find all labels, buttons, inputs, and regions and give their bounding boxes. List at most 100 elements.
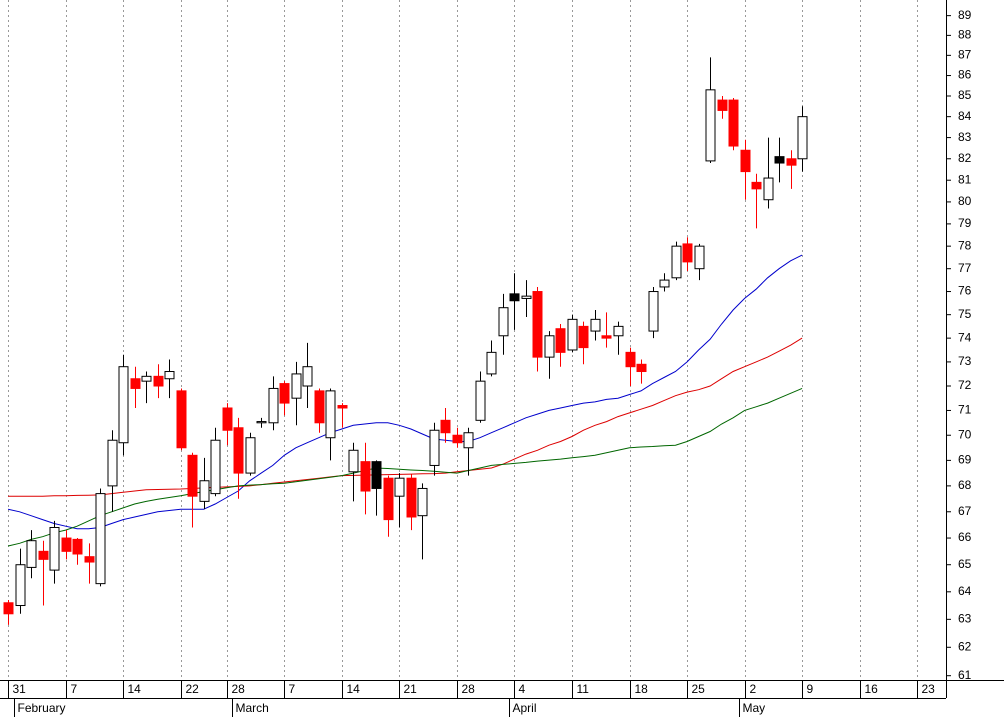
candle-body (348, 449, 359, 473)
candle-body (118, 366, 129, 444)
candle-body (671, 245, 682, 279)
candle-body (15, 564, 26, 607)
candle-body (463, 432, 474, 449)
y-tick-label: 68 (958, 478, 972, 492)
moving-average-line (7, 387, 803, 547)
y-tick-label: 75 (958, 307, 972, 321)
y-tick-label: 85 (958, 88, 972, 102)
candle-body (532, 291, 543, 358)
candle-body (187, 454, 198, 497)
month-label: February (18, 701, 66, 715)
candle-body (256, 421, 267, 424)
candle-body (694, 245, 705, 270)
month-label: March (236, 701, 269, 715)
candle-body (199, 480, 210, 502)
x-tick-label: 22 (186, 682, 200, 696)
candle-body (625, 351, 636, 368)
x-tick-label: 21 (404, 682, 418, 696)
moving-average-line (8, 337, 803, 497)
y-tick-label: 79 (958, 216, 972, 230)
month-label: May (743, 701, 766, 715)
y-tick-label: 61 (958, 668, 972, 682)
candle-body (153, 375, 164, 387)
candle-body (314, 390, 325, 424)
candle-body (440, 419, 451, 434)
candle-body (740, 149, 751, 173)
candle-body (555, 328, 566, 353)
candle-body (233, 427, 244, 474)
y-tick-label: 81 (958, 172, 972, 186)
x-tick-label: 18 (635, 682, 649, 696)
y-tick-label: 84 (958, 109, 972, 123)
candle-body (601, 335, 612, 339)
candle-body (578, 325, 589, 349)
candle-body (360, 461, 371, 492)
candle-body (394, 477, 405, 497)
candle-body (107, 439, 118, 487)
candle-body (371, 461, 382, 489)
candle-body (659, 279, 670, 288)
candle-body (475, 380, 486, 421)
y-tick-label: 70 (958, 427, 972, 441)
candle-body (452, 434, 463, 444)
x-tick-label: 28 (232, 682, 246, 696)
candle-body (486, 351, 497, 375)
y-tick-label: 65 (958, 557, 972, 571)
candle-body (763, 177, 774, 201)
candle-body (613, 325, 624, 337)
candle-body (49, 526, 60, 571)
candle-body (406, 477, 417, 518)
x-tick-label: 25 (692, 682, 706, 696)
candle-body (544, 335, 555, 358)
candle-body (302, 366, 313, 387)
candle-body (774, 156, 785, 164)
candle-body (521, 295, 532, 299)
y-tick-label: 74 (958, 330, 972, 344)
candle-body (797, 116, 808, 160)
candle-body (786, 158, 797, 166)
candle-body (717, 99, 728, 111)
y-tick-label: 80 (958, 194, 972, 208)
x-tick-label: 9 (807, 682, 814, 696)
y-tick-label: 73 (958, 354, 972, 368)
candle-body (72, 538, 83, 555)
candle-body (210, 439, 221, 495)
candle-body (383, 477, 394, 521)
candle-body (636, 363, 647, 373)
candle-body (268, 387, 279, 424)
candle-body (682, 243, 693, 263)
y-tick-label: 88 (958, 28, 972, 42)
y-tick-label: 69 (958, 453, 972, 467)
x-tick-label: 11 (577, 682, 590, 696)
x-tick-label: 28 (462, 682, 476, 696)
candle-body (705, 89, 716, 162)
candle-body (3, 602, 14, 615)
x-tick-label: 2 (750, 682, 757, 696)
candle-body (648, 291, 659, 332)
candle-body (590, 318, 601, 332)
candle-body (567, 318, 578, 351)
y-tick-label: 67 (958, 504, 972, 518)
candle-body (222, 407, 233, 431)
candle-body (325, 390, 336, 439)
candle-body (84, 556, 95, 563)
y-tick-label: 83 (958, 130, 972, 144)
y-tick-label: 82 (958, 151, 972, 165)
candle-body (291, 373, 302, 399)
x-tick-label: 7 (289, 682, 296, 696)
candle-body (130, 378, 141, 389)
candle-body (61, 537, 72, 552)
candle-body (429, 429, 440, 466)
candle-body (751, 181, 762, 190)
x-tick-label: 23 (922, 682, 936, 696)
y-tick-label: 63 (958, 612, 972, 626)
x-tick-label: 16 (865, 682, 879, 696)
y-tick-label: 64 (958, 584, 972, 598)
moving-average-line (7, 254, 803, 530)
candle-body (279, 383, 290, 404)
y-tick-label: 66 (958, 530, 972, 544)
y-tick-label: 78 (958, 238, 972, 252)
